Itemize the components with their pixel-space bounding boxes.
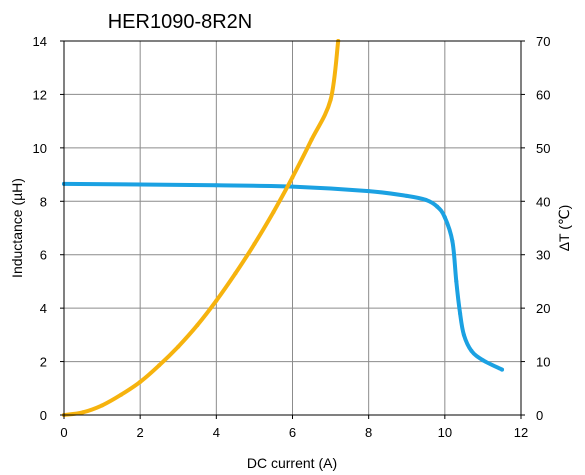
temperature-rise-point (100, 403, 105, 408)
temperature-rise-point (214, 298, 219, 303)
y2-axis-label: ΔT (℃) (556, 205, 572, 252)
y2-tick-label: 20 (536, 301, 550, 316)
temperature-rise-point (119, 392, 124, 397)
inductance-point (454, 279, 459, 284)
inductance-point (423, 197, 428, 202)
y2-tick-label: 10 (536, 355, 550, 370)
y-axis-ticks: 0 2 4 6 8 10 12 14 (33, 34, 64, 423)
temperature-rise-point (157, 363, 162, 368)
y2-tick-label: 0 (536, 408, 543, 423)
y2-tick-label: 60 (536, 87, 550, 102)
temperature-rise-point (138, 379, 143, 384)
gridlines (63, 40, 522, 416)
y-axis-label: Inductance (µH) (9, 178, 25, 278)
temperature-rise-point (328, 97, 333, 102)
inductance-point (138, 182, 143, 187)
y-tick-label: 6 (40, 248, 47, 263)
temperature-rise-line (62, 39, 341, 417)
x-axis-label: DC current (A) (247, 455, 337, 471)
temperature-rise-point (309, 137, 314, 142)
y-tick-label: 4 (40, 301, 47, 316)
temperature-rise-point (195, 323, 200, 328)
inductance-point (461, 332, 466, 337)
temperature-rise-point (252, 242, 257, 246)
inductance-point (469, 348, 474, 353)
x-tick-label: 12 (514, 425, 528, 440)
y2-axis-ticks: 0 10 20 30 40 50 60 70 (521, 34, 550, 423)
inductance-point (404, 193, 409, 198)
x-tick-label: 8 (365, 425, 372, 440)
y2-tick-label: 30 (536, 248, 550, 263)
x-tick-label: 2 (137, 425, 144, 440)
x-tick-label: 10 (438, 425, 452, 440)
inductance-point (458, 311, 463, 316)
x-axis-ticks: 0 2 4 6 8 10 12 (60, 415, 528, 440)
x-tick-label: 4 (213, 425, 220, 440)
y-tick-label: 10 (33, 141, 47, 156)
series-layer (62, 39, 504, 417)
x-tick-label: 6 (289, 425, 296, 440)
y-tick-label: 0 (40, 408, 47, 423)
temperature-rise-point (233, 271, 238, 276)
temperature-rise-point (290, 175, 295, 180)
y-tick-label: 14 (33, 34, 47, 49)
chart-title: HER1090-8R2N (108, 11, 253, 33)
y-tick-label: 2 (40, 355, 47, 370)
y2-tick-label: 40 (536, 194, 550, 209)
y2-tick-label: 70 (536, 34, 550, 49)
temperature-rise-point (81, 410, 85, 415)
temperature-rise-point (176, 344, 181, 349)
x-tick-label: 0 (60, 425, 67, 440)
inductance-point (450, 239, 455, 244)
inductance-point (290, 184, 295, 189)
temperature-rise-point (271, 210, 276, 214)
y-tick-label: 8 (40, 194, 47, 209)
y-tick-label: 12 (33, 87, 47, 102)
inductance-line (62, 181, 504, 372)
inductance-point (214, 183, 219, 188)
inductance-point (480, 358, 485, 363)
inductance-point (500, 367, 504, 372)
y2-tick-label: 50 (536, 141, 550, 156)
inductance-point (435, 204, 440, 209)
inductance-point (366, 189, 371, 194)
inductance-point (442, 215, 447, 220)
